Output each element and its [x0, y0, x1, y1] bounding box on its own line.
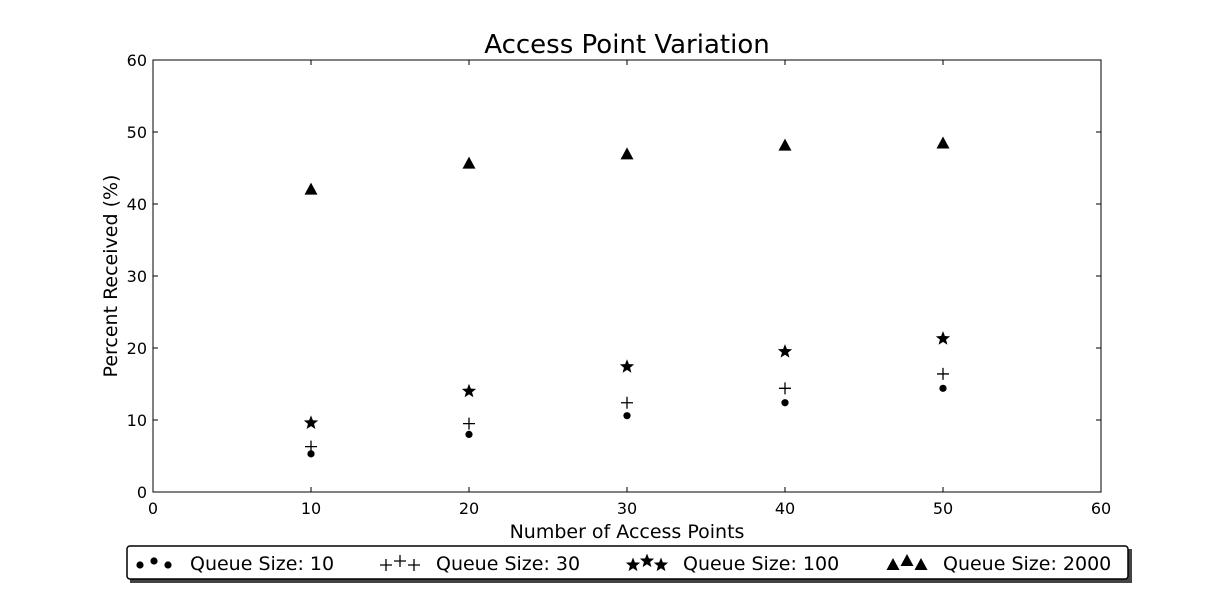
data-point-circle	[307, 450, 315, 458]
data-point-triangle	[462, 156, 476, 169]
legend-marker-circle	[150, 557, 158, 565]
legend-marker-triangle	[900, 554, 914, 566]
legend-label: Queue Size: 100	[683, 553, 839, 575]
y-tick-label: 0	[137, 483, 147, 502]
legend-label: Queue Size: 2000	[943, 553, 1111, 575]
data-point-star	[777, 344, 793, 358]
y-tick-label: 50	[127, 123, 147, 142]
legend-marker-triangle	[914, 558, 928, 570]
legend-marker-star	[639, 553, 655, 568]
data-point-triangle	[936, 136, 950, 149]
x-tick-label: 0	[148, 499, 158, 518]
legend-marker-plus	[380, 559, 392, 571]
data-point-circle	[781, 399, 789, 407]
legend-box	[126, 545, 1129, 580]
x-tick-label: 10	[301, 499, 321, 518]
data-point-plus	[621, 396, 633, 409]
x-tick-label: 50	[933, 499, 953, 518]
data-point-triangle	[304, 182, 318, 195]
y-tick-label: 10	[127, 411, 147, 430]
data-point-star	[303, 415, 319, 429]
plot-area	[152, 59, 1102, 493]
data-point-plus	[463, 417, 475, 430]
axis-ticks: 0 10 20 30 40 50 60 0 10 20 30 40 50 60	[127, 51, 1112, 518]
x-tick-label: 40	[775, 499, 795, 518]
y-tick-label: 60	[127, 51, 147, 70]
legend-marker-star	[625, 557, 641, 572]
data-point-triangle	[620, 147, 634, 160]
y-tick-label: 40	[127, 195, 147, 214]
legend-marker-plus	[408, 559, 420, 571]
data-point-star	[461, 383, 477, 398]
x-tick-label: 60	[1091, 499, 1111, 518]
legend-label: Queue Size: 10	[190, 553, 334, 575]
data-point-plus	[305, 440, 317, 453]
y-tick-label: 30	[127, 267, 147, 286]
data-marks	[303, 136, 951, 458]
x-tick-label: 30	[617, 499, 637, 518]
data-point-triangle	[778, 138, 792, 151]
legend-marker-plus	[394, 555, 406, 567]
legend-marker-circle	[136, 561, 144, 569]
legend-marker-star	[653, 557, 669, 572]
y-tick-label: 20	[127, 339, 147, 358]
data-point-plus	[779, 382, 791, 395]
data-point-star	[619, 359, 635, 373]
y-axis-label: Percent Received (%)	[100, 175, 122, 378]
legend-marker-triangle	[886, 558, 900, 570]
legend-label: Queue Size: 30	[436, 553, 580, 575]
legend-marker-circle	[164, 561, 172, 569]
data-point-circle	[939, 384, 947, 392]
data-point-circle	[465, 430, 473, 438]
data-point-plus	[937, 367, 949, 380]
x-tick-label: 20	[459, 499, 479, 518]
chart-title: Access Point Variation	[484, 30, 769, 60]
data-point-star	[935, 331, 951, 345]
data-point-circle	[623, 412, 631, 420]
legend: Queue Size: 10 Queue Size: 30 Queue Size: …	[126, 545, 1132, 583]
x-axis-label: Number of Access Points	[510, 521, 745, 543]
